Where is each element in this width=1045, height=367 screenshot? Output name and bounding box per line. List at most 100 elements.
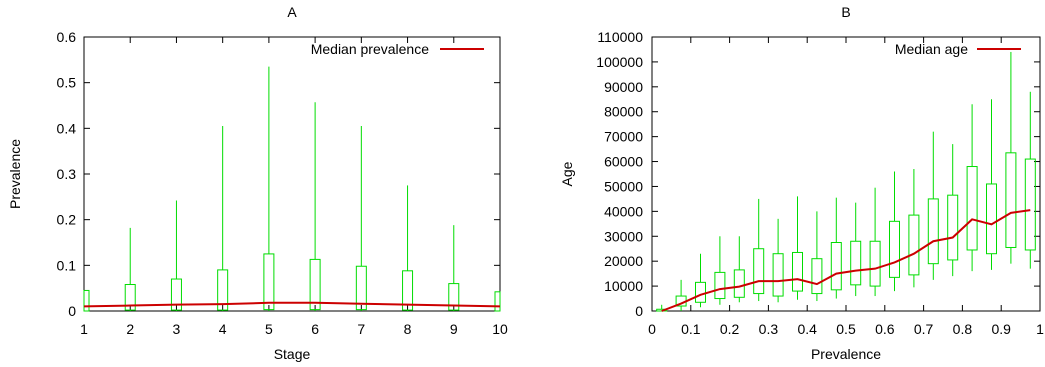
- panel-b-box: [733, 236, 745, 303]
- panel-b-x-tick-label: 0.6: [875, 321, 895, 337]
- panel-b-box-body: [986, 183, 997, 255]
- panel-b-x-tick-label: 0.9: [991, 321, 1011, 337]
- panel-b-y-tick-label: 60000: [604, 154, 643, 170]
- panel-b-box-body: [830, 242, 842, 291]
- panel-b-box-body: [908, 214, 920, 276]
- panel-b-y-tick-label: 20000: [604, 253, 643, 269]
- panel-a-box: [263, 66, 275, 311]
- panel-a-y-label: Prevalence: [7, 139, 23, 209]
- panel-a-x-tick-label: 3: [173, 321, 181, 337]
- panel-b-x-label: Prevalence: [811, 346, 881, 362]
- panel-a-frame: [83, 36, 501, 312]
- panel-a-x-tick-label: 7: [357, 321, 365, 337]
- panel-a-box-body: [355, 265, 367, 311]
- panel-b-box: [830, 197, 842, 299]
- panel-b-x-tick-label: 0.5: [836, 321, 856, 337]
- panel-b-box: [695, 253, 706, 308]
- panel-b-x-tick-label: 1: [1036, 321, 1044, 337]
- panel-b-box: [927, 131, 939, 280]
- panel-a-y-tick-label: 0.4: [57, 120, 77, 136]
- panel-b-box-body: [927, 198, 939, 265]
- panel-b-box: [792, 196, 803, 300]
- panel-b-x-tick-label: 0: [648, 321, 656, 337]
- panel-a-x-label: Stage: [274, 346, 311, 362]
- panel-a-box-body: [309, 258, 321, 311]
- panel-a-box-body: [170, 278, 182, 311]
- panel-b-box-body: [714, 271, 726, 300]
- panel-b-box-body: [947, 194, 959, 261]
- panel-b-x-tick-label: 0.8: [953, 321, 973, 337]
- panel-a-box: [355, 126, 367, 311]
- panel-b: B Age Prevalence 0 10000 20000 30000 40000 50…: [559, 4, 1044, 362]
- panel-a-box: [494, 291, 501, 312]
- panel-b-y-label: Age: [559, 161, 575, 186]
- panel-b-x-tick-label: 0.1: [681, 321, 701, 337]
- panel-a-x-tick-label: 1: [80, 321, 88, 337]
- panel-b-legend-label: Median age: [895, 41, 968, 57]
- panel-b-box-body: [733, 269, 745, 298]
- panel-a: A Prevalence Stage 0 0.1 0.2 0.3 0.4 0.5 0.6 1 2…: [7, 4, 508, 362]
- panel-a-box: [83, 289, 90, 312]
- panel-b-box-body: [1024, 158, 1036, 251]
- panel-a-median-line: [83, 301, 501, 308]
- panel-a-box: [448, 225, 460, 311]
- panel-b-box: [908, 169, 920, 288]
- panel-b-frame: [651, 36, 1041, 312]
- panel-a-y-tick-label: 0.2: [57, 212, 77, 228]
- panel-a-box-body: [402, 270, 414, 311]
- panel-a-box-body: [124, 284, 136, 311]
- panel-a-x-tick-label: 8: [404, 321, 412, 337]
- panel-a-y-tick-label: 0.6: [57, 29, 77, 45]
- panel-a-box: [402, 185, 414, 311]
- panel-a-box-body: [448, 283, 460, 311]
- panel-b-plot-area: 0 10000 20000 30000 40000 50000 60000 70000 8000…: [596, 29, 1044, 337]
- panel-b-box: [753, 198, 765, 302]
- panel-a-legend: Median prevalence: [311, 41, 484, 57]
- panel-b-box-body: [811, 258, 823, 295]
- panel-b-y-tick-label: 110000: [597, 29, 643, 45]
- panel-b-box: [889, 171, 900, 292]
- panel-a-box-body: [83, 289, 90, 312]
- panel-a-y-tick-label: 0.1: [57, 257, 77, 273]
- panel-b-box-body: [869, 240, 881, 287]
- panel-a-legend-label: Median prevalence: [311, 41, 430, 57]
- panel-a-x-tick-label: 9: [450, 321, 458, 337]
- panel-b-box: [850, 202, 862, 297]
- panel-a-title: A: [287, 4, 297, 20]
- panel-b-y-tick-label: 40000: [604, 203, 643, 219]
- panel-a-y-tick-label: 0.3: [57, 166, 77, 182]
- panel-a-y-tick-label: 0: [68, 303, 76, 319]
- panel-a-x-tick-label: 5: [265, 321, 273, 337]
- panel-b-box-body: [695, 281, 706, 303]
- panel-b-box: [1024, 91, 1036, 269]
- panel-b-y-tick-label: 30000: [604, 228, 643, 244]
- panel-b-y-tick-label: 50000: [604, 178, 643, 194]
- panel-b-x-tick-label: 0.7: [914, 321, 934, 337]
- panel-b-box: [1005, 51, 1017, 264]
- panel-b-legend: Median age: [895, 41, 1021, 57]
- panel-a-x-tick-label: 10: [492, 321, 508, 337]
- panel-b-y-tick-label: 100000: [596, 54, 643, 70]
- panel-b-y-tick-label: 90000: [604, 79, 643, 95]
- panel-b-box: [714, 236, 726, 305]
- panel-a-box: [217, 126, 229, 311]
- panel-b-x-tick-label: 0.4: [797, 321, 817, 337]
- panel-b-box-body: [889, 220, 900, 278]
- panel-b-box: [986, 99, 997, 270]
- panel-a-box-body: [263, 253, 275, 311]
- panel-a-plot-area: 0 0.1 0.2 0.3 0.4 0.5 0.6 1 2 3 4 5 6 7 8 9 10: [57, 29, 508, 337]
- panel-b-box: [966, 104, 978, 272]
- panel-b-box: [811, 211, 823, 302]
- panel-b-box-body: [753, 248, 765, 295]
- panel-b-y-tick-label: 10000: [604, 278, 643, 294]
- panel-a-box: [309, 102, 321, 311]
- panel-b-box: [772, 218, 784, 303]
- panel-a-box: [170, 200, 182, 311]
- panel-b-box-body: [772, 253, 784, 297]
- panel-b-y-tick-label: 80000: [604, 104, 643, 120]
- panel-b-y-tick-label: 0: [635, 303, 643, 319]
- panel-b-y-tick-label: 70000: [604, 129, 643, 145]
- panel-b-box: [869, 187, 881, 297]
- panel-b-box-body: [792, 251, 803, 292]
